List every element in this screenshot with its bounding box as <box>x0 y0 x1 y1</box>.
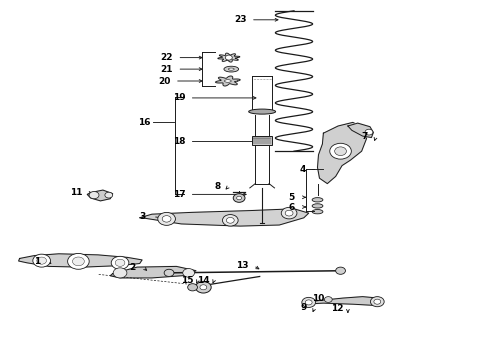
Text: 14: 14 <box>197 276 210 284</box>
Text: 22: 22 <box>160 53 173 62</box>
Polygon shape <box>19 254 142 267</box>
Text: 20: 20 <box>158 77 171 85</box>
Polygon shape <box>303 297 382 305</box>
Circle shape <box>162 216 171 222</box>
Circle shape <box>113 268 127 278</box>
Circle shape <box>200 285 207 290</box>
Text: 1: 1 <box>34 256 40 265</box>
Ellipse shape <box>228 68 234 70</box>
Polygon shape <box>216 76 240 86</box>
Circle shape <box>37 257 47 264</box>
Text: 8: 8 <box>215 181 221 191</box>
Circle shape <box>89 192 99 199</box>
Circle shape <box>285 210 293 216</box>
Circle shape <box>73 257 84 266</box>
Circle shape <box>302 297 316 307</box>
Circle shape <box>370 297 384 307</box>
Text: 17: 17 <box>172 190 185 199</box>
Text: 3: 3 <box>139 212 145 221</box>
Text: 21: 21 <box>160 65 173 74</box>
Ellipse shape <box>312 210 323 214</box>
Circle shape <box>105 192 113 198</box>
Circle shape <box>374 299 381 304</box>
Text: 12: 12 <box>331 305 343 313</box>
Circle shape <box>115 259 125 266</box>
Circle shape <box>336 267 345 274</box>
Circle shape <box>226 217 234 223</box>
Text: 2: 2 <box>129 263 135 271</box>
Circle shape <box>196 282 211 293</box>
Polygon shape <box>87 190 113 201</box>
Text: 9: 9 <box>300 303 307 312</box>
Circle shape <box>324 297 332 302</box>
Ellipse shape <box>312 198 323 202</box>
Polygon shape <box>110 266 196 278</box>
Circle shape <box>335 147 346 156</box>
Polygon shape <box>318 122 367 184</box>
Text: 5: 5 <box>289 193 294 202</box>
Text: 6: 6 <box>289 202 294 211</box>
Circle shape <box>365 129 373 135</box>
Circle shape <box>233 194 245 202</box>
Polygon shape <box>218 53 240 62</box>
Text: 7: 7 <box>362 132 368 141</box>
Ellipse shape <box>249 109 275 114</box>
Circle shape <box>158 212 175 225</box>
Circle shape <box>222 215 238 226</box>
Circle shape <box>281 207 297 219</box>
Text: 15: 15 <box>181 276 194 284</box>
Ellipse shape <box>224 66 239 72</box>
Text: 23: 23 <box>234 15 246 24</box>
Circle shape <box>183 269 195 277</box>
Bar <box>252 136 272 145</box>
Polygon shape <box>348 123 373 138</box>
Circle shape <box>188 284 197 291</box>
Circle shape <box>237 196 242 200</box>
Text: 16: 16 <box>138 118 151 127</box>
Circle shape <box>330 143 351 159</box>
Circle shape <box>164 269 174 276</box>
Circle shape <box>111 256 129 269</box>
Ellipse shape <box>312 204 323 208</box>
Circle shape <box>33 254 50 267</box>
Circle shape <box>225 55 232 60</box>
Text: 10: 10 <box>312 294 325 302</box>
Text: 11: 11 <box>70 188 82 197</box>
Text: 13: 13 <box>236 261 249 270</box>
Circle shape <box>305 300 312 305</box>
Text: 18: 18 <box>172 137 185 146</box>
Circle shape <box>68 253 89 269</box>
Text: 19: 19 <box>172 94 185 102</box>
Ellipse shape <box>224 80 231 82</box>
Polygon shape <box>140 209 309 226</box>
Text: 4: 4 <box>299 165 306 174</box>
